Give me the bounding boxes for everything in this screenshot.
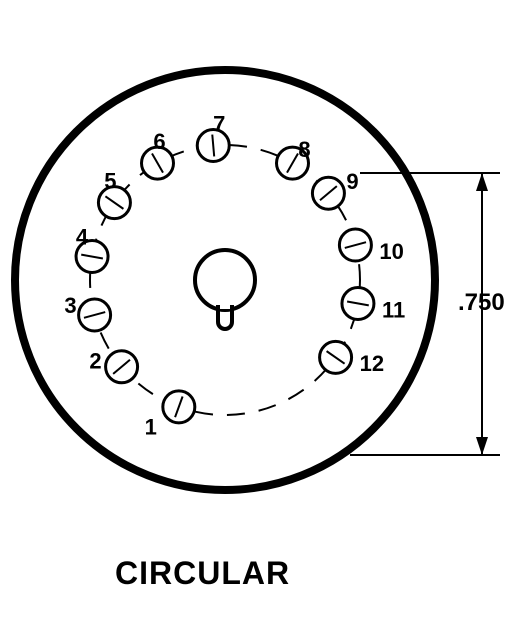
pin-9: 9 <box>312 169 358 209</box>
pin-label-3: 3 <box>64 293 76 318</box>
pin-5: 5 <box>98 168 130 218</box>
pin-10: 10 <box>339 229 403 264</box>
circular-connector-diagram: 123456789101112.750 <box>0 0 517 625</box>
pin-11: 11 <box>342 287 405 322</box>
pin-label-10: 10 <box>379 239 403 264</box>
dimension-value: .750 <box>458 289 505 316</box>
pin-4: 4 <box>76 224 108 272</box>
pin-1: 1 <box>145 391 195 440</box>
pin-label-8: 8 <box>298 137 310 162</box>
pin-label-7: 7 <box>213 111 225 136</box>
pin-7: 7 <box>197 111 229 161</box>
pin-3: 3 <box>64 293 110 331</box>
arrow-bottom <box>476 437 488 455</box>
pin-label-5: 5 <box>104 168 116 193</box>
pin-2: 2 <box>89 349 137 383</box>
center-hole <box>195 250 255 329</box>
pin-label-9: 9 <box>346 169 358 194</box>
arrow-top <box>476 173 488 191</box>
diagram-container: 123456789101112.750 CIRCULAR <box>0 0 517 625</box>
pin-label-1: 1 <box>145 415 157 440</box>
pin-label-4: 4 <box>76 224 89 249</box>
diagram-caption: CIRCULAR <box>115 555 290 592</box>
pin-label-6: 6 <box>153 129 165 154</box>
pin-label-11: 11 <box>382 297 405 322</box>
pin-label-12: 12 <box>360 351 384 376</box>
pin-6: 6 <box>142 129 174 179</box>
pin-8: 8 <box>277 137 311 179</box>
pin-12: 12 <box>320 341 384 376</box>
pin-label-2: 2 <box>89 349 101 374</box>
